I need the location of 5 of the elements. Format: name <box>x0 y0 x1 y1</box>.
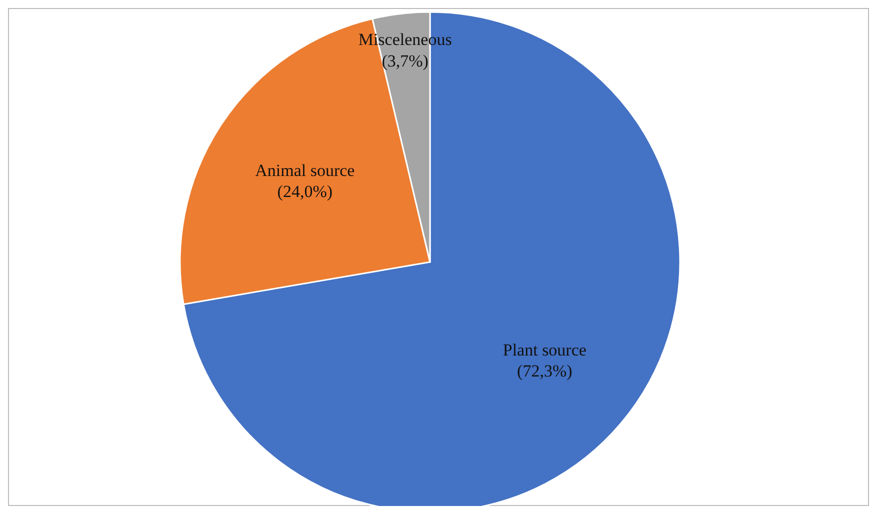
slice-label: Animal source <box>255 160 355 180</box>
slice-label: Plant source <box>502 340 586 360</box>
data-label: (3,7%) <box>382 51 428 70</box>
data-label: (24,0%) <box>277 182 333 202</box>
data-label: (72,3%) <box>517 362 572 381</box>
